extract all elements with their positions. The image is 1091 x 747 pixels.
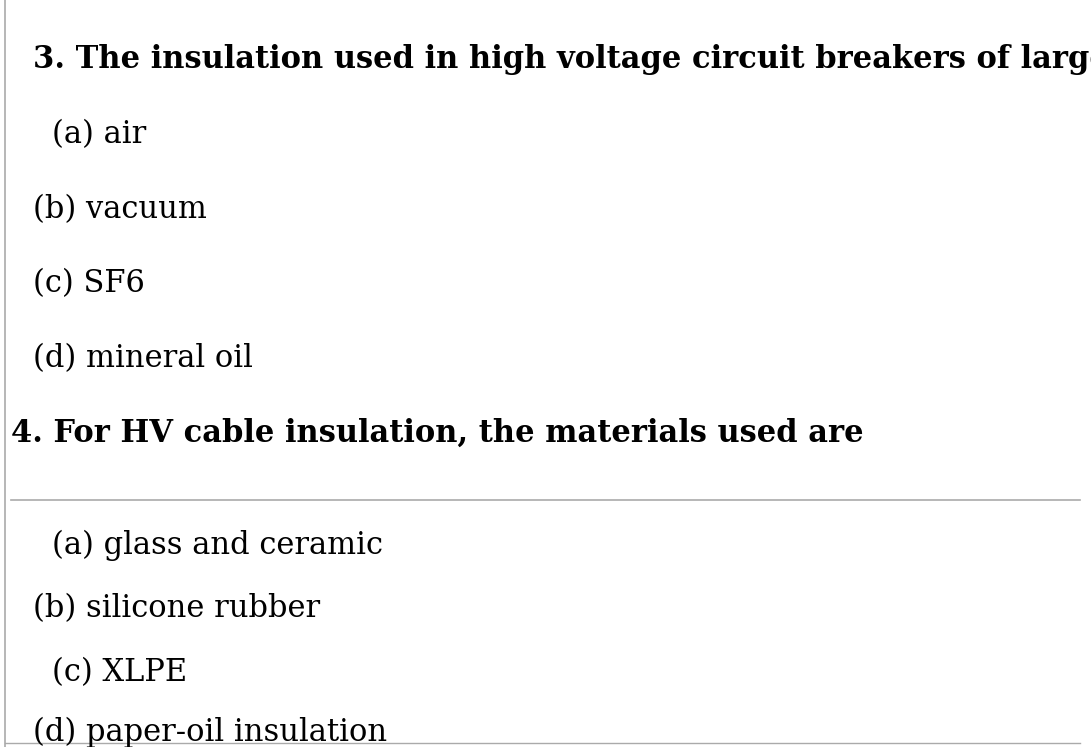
Text: (a) air: (a) air (52, 119, 146, 150)
Text: 4. For HV cable insulation, the materials used are: 4. For HV cable insulation, the material… (11, 418, 864, 449)
Text: (c) SF6: (c) SF6 (33, 268, 145, 300)
Text: (b) vacuum: (b) vacuum (33, 193, 206, 225)
Text: (d) mineral oil: (d) mineral oil (33, 343, 253, 374)
Text: 3. The insulation used in high voltage circuit breakers of large power rating is: 3. The insulation used in high voltage c… (33, 44, 1091, 75)
Text: (d) paper-oil insulation: (d) paper-oil insulation (33, 716, 387, 747)
Text: (a) glass and ceramic: (a) glass and ceramic (52, 530, 383, 561)
Text: (b) silicone rubber: (b) silicone rubber (33, 593, 320, 624)
Text: (c) XLPE: (c) XLPE (52, 657, 188, 688)
